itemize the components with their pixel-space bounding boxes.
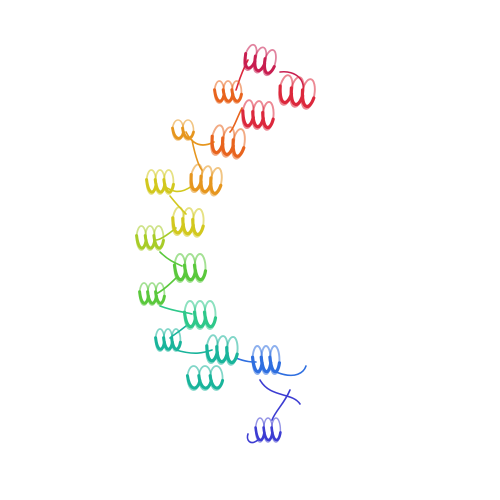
alpha-helix <box>182 300 218 330</box>
helix-coils <box>135 43 316 443</box>
helix-turn-front <box>162 178 175 194</box>
helix-turn-front <box>170 336 182 351</box>
alpha-helix <box>241 99 275 131</box>
backbone-loops <box>155 59 307 444</box>
helix-turn-front <box>300 88 316 108</box>
alpha-helix <box>138 282 166 306</box>
alpha-helix <box>171 119 195 141</box>
alpha-helix <box>210 124 246 160</box>
backbone-loop <box>159 251 183 267</box>
helix-turn-front <box>154 290 166 305</box>
alpha-helix <box>154 328 182 352</box>
backbone-loop <box>159 305 193 315</box>
alpha-helix <box>278 74 316 110</box>
helix-turn-front <box>268 355 282 374</box>
alpha-helix <box>189 163 223 197</box>
alpha-helix <box>254 417 282 443</box>
alpha-helix <box>135 225 165 251</box>
backbone-loop <box>246 433 259 444</box>
alpha-helix <box>205 334 239 366</box>
alpha-helix <box>172 253 208 283</box>
helix-turn-front <box>152 234 165 250</box>
helix-turn-front <box>230 88 243 103</box>
helix-turn-front <box>191 218 205 236</box>
alpha-helix <box>213 80 243 104</box>
backbone-loop <box>155 277 177 295</box>
helix-turn-front <box>181 126 195 140</box>
backbone-loop <box>229 107 243 133</box>
backbone-loop <box>275 365 307 377</box>
helix-turn-front <box>270 426 282 442</box>
helix-turn-front <box>263 57 276 75</box>
alpha-helix <box>171 206 205 238</box>
helix-turn-front <box>202 310 218 329</box>
helix-turn-front <box>209 176 223 195</box>
helix-turn-front <box>192 263 208 282</box>
helix-turn-front <box>261 111 275 129</box>
helix-turn-front <box>231 138 246 158</box>
helix-turn-front <box>225 346 239 364</box>
alpha-helix <box>145 169 175 195</box>
backbone-loop <box>185 131 215 146</box>
backbone-loop <box>259 379 301 405</box>
backbone-loop <box>175 349 213 354</box>
alpha-helix <box>185 365 225 391</box>
backbone-loop <box>271 389 291 421</box>
backbone-loop <box>235 357 257 363</box>
helix-turn-front <box>208 374 225 390</box>
alpha-helix <box>243 43 277 77</box>
alpha-helix <box>250 345 282 375</box>
